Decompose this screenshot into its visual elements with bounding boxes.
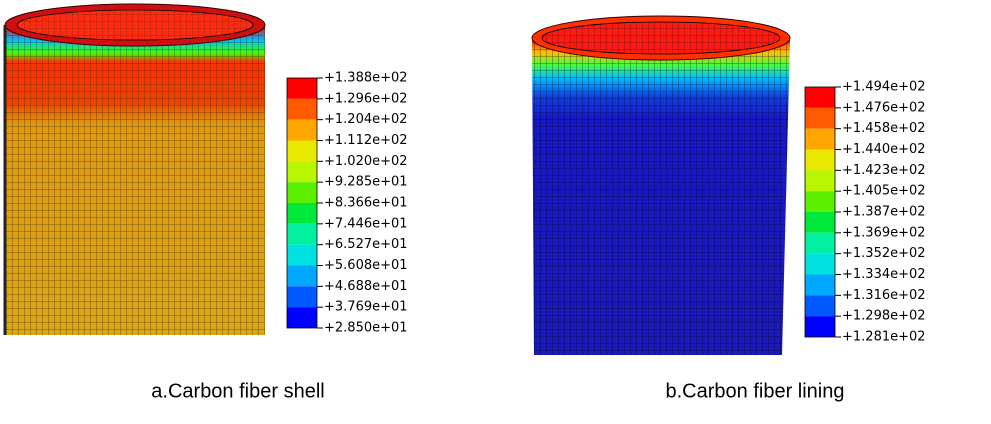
cylinder-a (5, 4, 265, 335)
legend-band (805, 254, 835, 275)
legend-band (805, 191, 835, 212)
legend-label: +1.458e+02 (842, 121, 926, 136)
caption: b.Carbon fiber lining (666, 380, 845, 402)
legend-label: +1.112e+02 (324, 133, 408, 148)
legend-label: +1.281e+02 (842, 330, 926, 345)
legend-label: +1.352e+02 (842, 246, 926, 261)
legend-band (805, 150, 835, 171)
legend-band (805, 212, 835, 233)
legend-label: +1.440e+02 (842, 142, 926, 157)
legend-band (287, 120, 317, 141)
legend-label: +1.316e+02 (842, 288, 926, 303)
legend-band (805, 108, 835, 129)
legend-label: +1.494e+02 (842, 80, 926, 95)
legend-label: +4.688e+01 (324, 279, 408, 294)
legend-label: +1.476e+02 (842, 100, 926, 115)
legend-band (287, 224, 317, 245)
legend-band (805, 170, 835, 191)
legend-band (805, 316, 835, 337)
legend-band (287, 286, 317, 307)
caption: a.Carbon fiber shell (151, 380, 324, 402)
legend-band (287, 141, 317, 162)
legend-band (287, 182, 317, 203)
legend-band (287, 203, 317, 224)
legend-label: +2.850e+01 (324, 321, 408, 336)
figure: +1.388e+02 +1.296e+02 +1.204e+02 +1.112e+02… (0, 0, 991, 419)
legend-band (287, 161, 317, 182)
legend-band (287, 266, 317, 287)
legend-label: +6.527e+01 (324, 237, 408, 252)
legend-label: +1.387e+02 (842, 205, 926, 220)
legend-label: +1.298e+02 (842, 309, 926, 324)
legend-label: +5.608e+01 (324, 258, 408, 273)
legend-label: +1.020e+02 (324, 154, 408, 169)
cylinder-b (532, 16, 790, 355)
legend-band (805, 275, 835, 296)
legend-band (287, 99, 317, 120)
legend-label: +1.423e+02 (842, 163, 926, 178)
legend-band (287, 307, 317, 328)
legend-label: +7.446e+01 (324, 216, 408, 231)
legend-band (805, 295, 835, 316)
legend-label: +1.334e+02 (842, 267, 926, 282)
legend-band (805, 87, 835, 108)
legend-band (805, 233, 835, 254)
legend-label: +1.369e+02 (842, 225, 926, 240)
legend-band (805, 129, 835, 150)
legend-label: +1.405e+02 (842, 184, 926, 199)
legend-label: +9.285e+01 (324, 175, 408, 190)
legend-band (287, 245, 317, 266)
legend-label: +1.204e+02 (324, 112, 408, 127)
legend-label: +3.769e+01 (324, 300, 408, 315)
legend-label: +8.366e+01 (324, 196, 408, 211)
legend-label: +1.388e+02 (324, 71, 408, 86)
legend-label: +1.296e+02 (324, 91, 408, 106)
legend-band (287, 78, 317, 99)
